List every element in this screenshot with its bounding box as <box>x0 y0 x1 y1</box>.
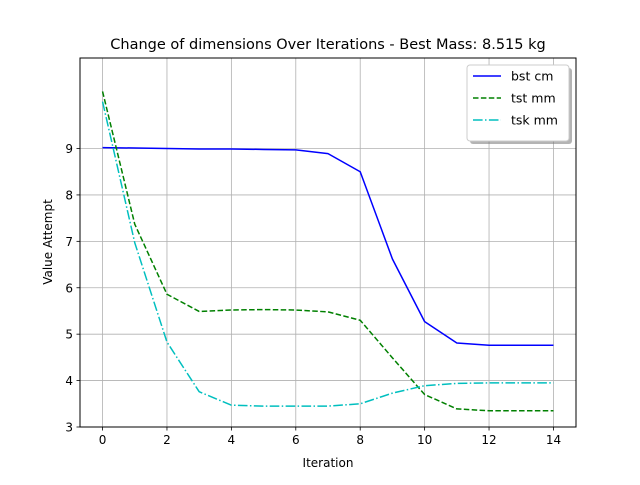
series-line-2 <box>101 91 554 412</box>
y-tick-label: 5 <box>65 328 73 342</box>
series-line-1 <box>102 146 554 347</box>
y-tick-label: 4 <box>65 374 73 388</box>
legend: bst cm tst mm tsk mm <box>466 64 572 144</box>
y-tick-label: 7 <box>65 235 73 249</box>
x-tick-label: 10 <box>417 433 432 447</box>
x-tick-label: 2 <box>163 433 171 447</box>
x-tick-label: 8 <box>356 433 364 447</box>
series-lines <box>101 91 554 412</box>
legend-label: tsk mm <box>511 113 558 128</box>
legend-label: bst cm <box>511 69 553 84</box>
y-axis-label: Value Attempt <box>41 199 55 285</box>
axis-ticks: 0 2 4 6 8 10 12 14 3 4 5 6 7 8 9 <box>65 142 561 447</box>
x-tick-label: 6 <box>292 433 300 447</box>
legend-label: tst mm <box>511 91 556 106</box>
series-line-3 <box>101 101 554 407</box>
y-tick-label: 8 <box>65 188 73 202</box>
y-tick-label: 6 <box>65 281 73 295</box>
plot-frame <box>79 57 577 428</box>
x-axis-label: Iteration <box>303 456 354 470</box>
x-tick-label: 4 <box>228 433 236 447</box>
x-tick-label: 14 <box>546 433 561 447</box>
chart-title: Change of dimensions Over Iterations - B… <box>110 37 545 53</box>
x-tick-label: 0 <box>99 433 107 447</box>
x-tick-label: 12 <box>481 433 496 447</box>
y-tick-label: 9 <box>65 142 73 156</box>
grid-lines <box>80 58 576 428</box>
y-tick-label: 3 <box>65 421 73 435</box>
legend-box <box>466 64 570 142</box>
